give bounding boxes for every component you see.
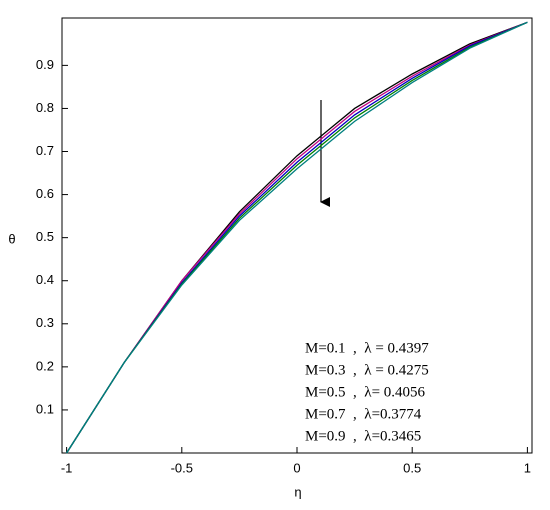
line-series <box>66 21 528 454</box>
x-axis-label: η <box>294 484 301 499</box>
y-tick-label: 0.4 <box>36 272 54 287</box>
x-tick-label: 0 <box>293 460 300 475</box>
x-tick-label: 1 <box>524 460 531 475</box>
legend-entry: M=0.5 , λ= 0.4056 <box>305 384 426 400</box>
y-tick-label: 0.3 <box>36 315 54 330</box>
y-tick-label: 0.2 <box>36 358 54 373</box>
y-tick-label: 0.6 <box>36 186 54 201</box>
legend-entry: M=0.9 , λ=0.3465 <box>305 428 421 444</box>
legend-entry: M=0.3 , λ = 0.4275 <box>305 362 429 378</box>
legend-entry: M=0.1 , λ = 0.4397 <box>305 340 429 356</box>
x-tick-label: 0.5 <box>403 460 421 475</box>
y-tick-label: 0.9 <box>36 57 54 72</box>
line-series <box>66 21 528 454</box>
y-tick-label: 0.1 <box>36 401 54 416</box>
line-series <box>66 21 528 454</box>
y-tick-label: 0.8 <box>36 100 54 115</box>
y-axis-label: θ <box>8 231 15 246</box>
y-tick-label: 0.7 <box>36 143 54 158</box>
x-tick-label: -1 <box>61 460 73 475</box>
legend-entry: M=0.7 , λ=0.3774 <box>305 406 422 422</box>
y-tick-label: 0.5 <box>36 229 54 244</box>
line-series <box>66 21 528 454</box>
line-series <box>66 21 528 454</box>
x-tick-label: -0.5 <box>171 460 193 475</box>
plot-frame <box>61 17 533 454</box>
